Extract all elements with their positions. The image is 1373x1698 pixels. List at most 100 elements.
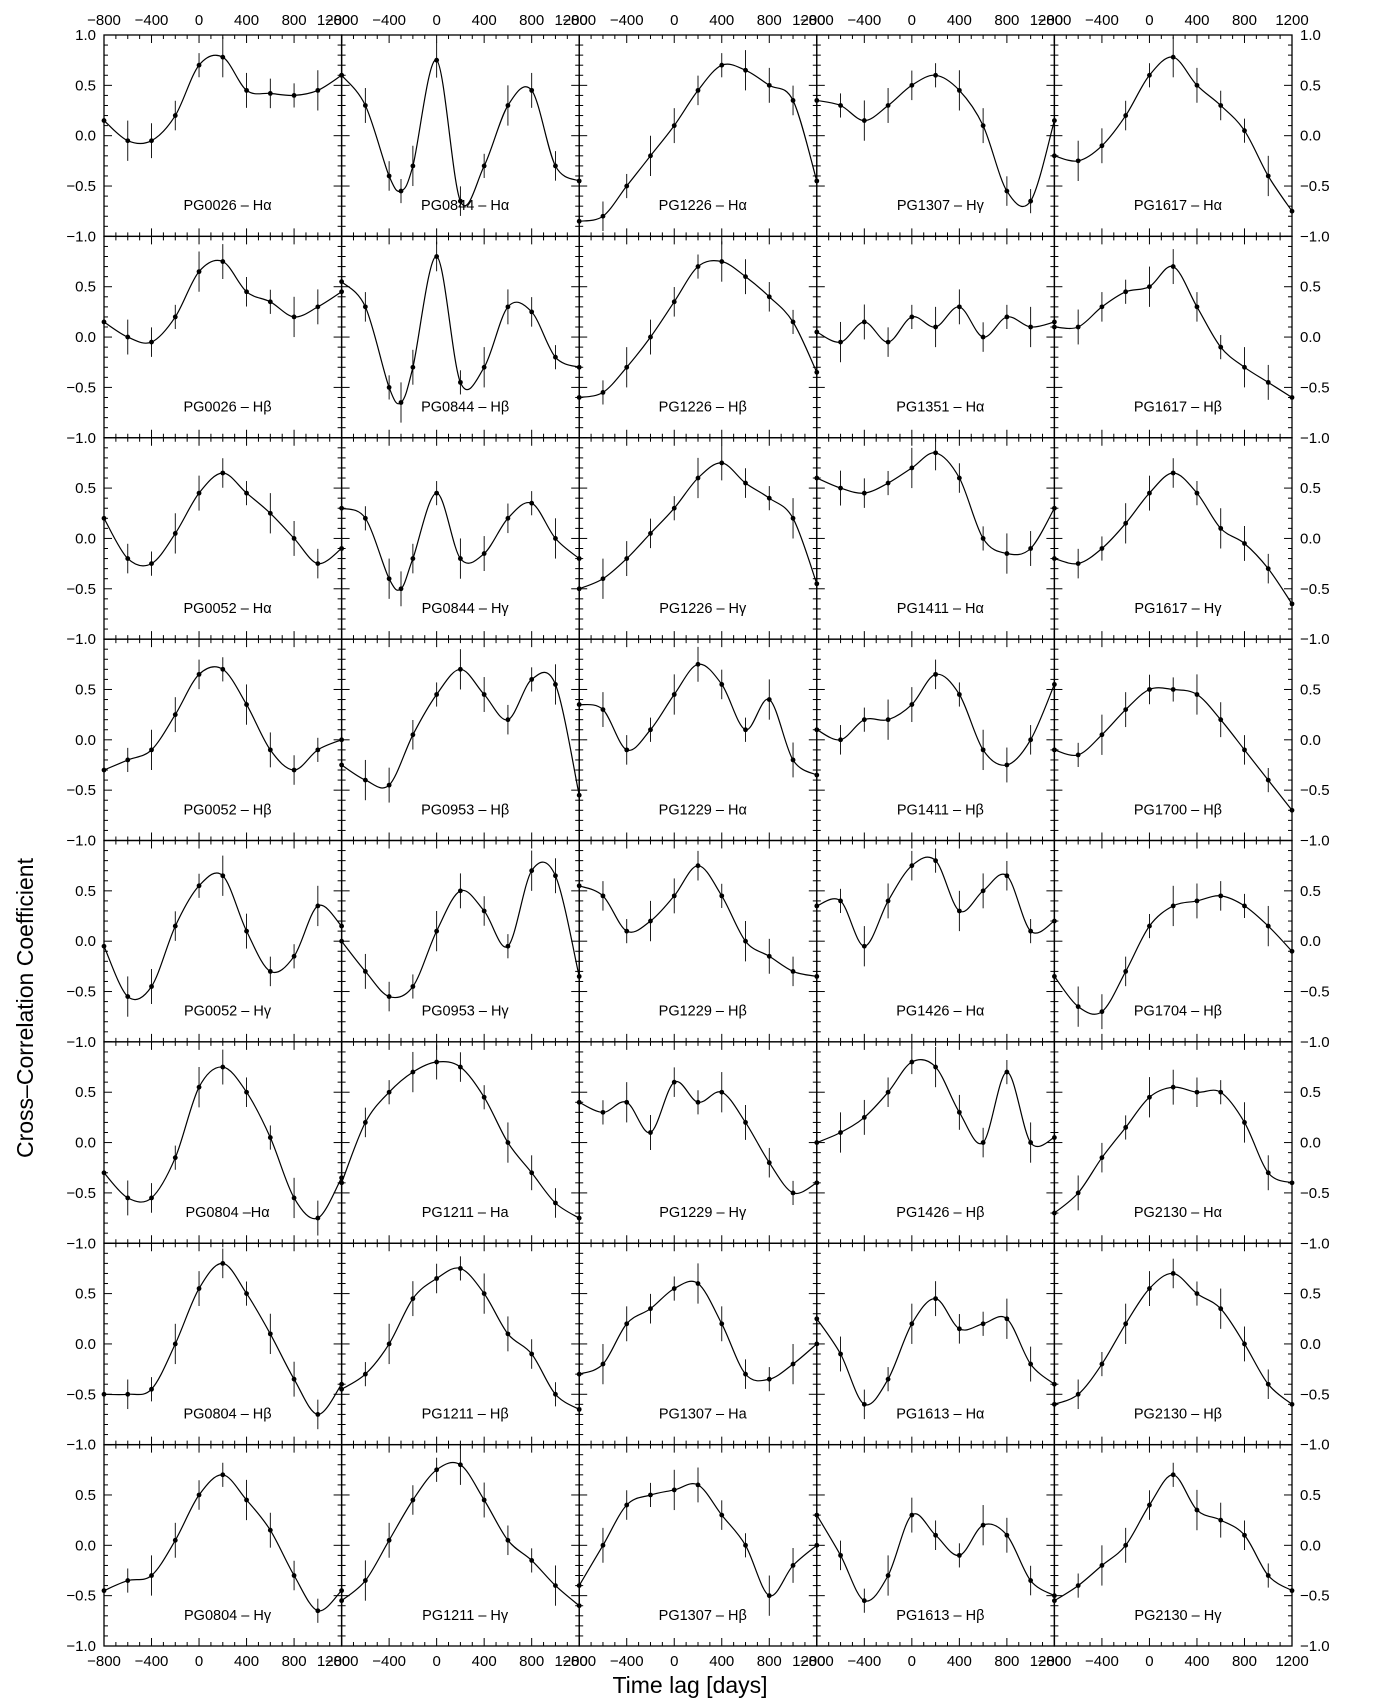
data-point xyxy=(553,1583,558,1588)
outer-axes: −800−800−400−4000040040080080012001200−8… xyxy=(66,12,1329,1670)
ccf-curve xyxy=(1054,472,1293,605)
data-point xyxy=(1265,923,1271,929)
x-tick-label: 800 xyxy=(757,1653,782,1670)
panel: PG1700 – Hβ xyxy=(1052,638,1295,842)
data-point xyxy=(695,1482,701,1488)
data-point xyxy=(362,103,368,108)
data-point xyxy=(1289,1588,1295,1594)
y-tick-label: 1.0 xyxy=(75,27,96,44)
data-point xyxy=(1028,1578,1034,1583)
data-point xyxy=(291,1573,297,1578)
data-point xyxy=(481,692,487,697)
y-tick-label: 0.5 xyxy=(1300,1487,1321,1504)
data-point xyxy=(648,918,653,924)
data-point xyxy=(315,304,321,310)
panel: PG1426 – Hα xyxy=(814,839,1057,1043)
data-point xyxy=(719,1512,725,1518)
data-point xyxy=(695,1099,701,1105)
data-point xyxy=(386,1341,392,1347)
y-tick-label: −1.0 xyxy=(1300,1437,1330,1454)
data-point xyxy=(220,1472,226,1478)
data-point xyxy=(1028,1361,1034,1367)
data-point xyxy=(576,218,582,224)
data-point xyxy=(1242,1532,1247,1538)
data-point xyxy=(529,500,535,506)
data-point xyxy=(624,183,630,189)
x-tick-label: 1200 xyxy=(555,1653,588,1670)
x-tick-label: 400 xyxy=(947,1653,972,1670)
data-point xyxy=(458,1266,463,1271)
data-point xyxy=(1075,1004,1081,1010)
panel-label: PG0804 – Hγ xyxy=(184,1608,272,1624)
data-point xyxy=(766,697,772,702)
y-tick-label: −0.5 xyxy=(66,178,96,195)
data-point xyxy=(1099,1155,1105,1161)
data-point xyxy=(1265,379,1271,385)
data-point xyxy=(790,98,796,103)
data-point xyxy=(101,118,107,123)
y-tick-label: 0.0 xyxy=(75,329,96,346)
panel-label: PG1613 – Hα xyxy=(896,1406,984,1422)
data-point xyxy=(1099,546,1105,551)
data-point xyxy=(671,692,677,697)
y-tick-label: 0.5 xyxy=(75,681,96,698)
data-point xyxy=(1242,128,1247,134)
data-point xyxy=(719,259,725,264)
ccf-curve xyxy=(103,1262,343,1415)
x-tick-label: 0 xyxy=(195,1653,203,1670)
y-tick-label: 0.5 xyxy=(1300,279,1321,296)
data-point xyxy=(172,1155,178,1161)
data-point xyxy=(481,1497,487,1503)
data-point xyxy=(1028,928,1034,934)
data-point xyxy=(101,319,107,325)
data-point xyxy=(196,1084,202,1090)
data-point xyxy=(1123,1542,1129,1548)
data-point xyxy=(956,304,962,310)
y-tick-label: 0.0 xyxy=(75,128,96,145)
y-tick-label: −0.5 xyxy=(1300,1185,1330,1202)
data-point xyxy=(1028,1140,1034,1145)
data-point xyxy=(838,103,843,108)
data-point xyxy=(1194,490,1200,496)
data-point xyxy=(671,1286,677,1291)
data-point xyxy=(600,1109,606,1115)
panel: PG0804 – Hβ xyxy=(101,1242,344,1446)
data-point xyxy=(909,82,915,88)
panel: PG0844 – Hβ xyxy=(339,235,582,439)
y-tick-label: −0.5 xyxy=(66,1185,96,1202)
data-point xyxy=(1289,807,1295,813)
data-point xyxy=(600,213,606,219)
data-point xyxy=(410,556,416,561)
data-point xyxy=(244,289,249,295)
data-point xyxy=(1147,72,1152,78)
data-point xyxy=(933,671,938,677)
ccf-curve xyxy=(103,666,342,771)
x-tick-label: 800 xyxy=(519,12,544,29)
data-point xyxy=(220,1260,226,1266)
data-point xyxy=(553,1200,558,1206)
data-point xyxy=(838,737,843,743)
data-point xyxy=(244,928,249,934)
data-point xyxy=(244,1497,249,1503)
y-tick-label: −0.5 xyxy=(66,1588,96,1605)
panel-label: PG1704 – Hβ xyxy=(1134,1004,1222,1020)
x-tick-label: 1200 xyxy=(792,12,825,29)
data-point xyxy=(434,692,440,697)
x-tick-label: 800 xyxy=(519,1653,544,1670)
data-point xyxy=(1052,1598,1057,1604)
panel-label: PG1229 – Hγ xyxy=(659,1205,747,1221)
data-point xyxy=(1099,143,1105,149)
data-point xyxy=(386,994,392,999)
data-point xyxy=(101,767,107,773)
data-point xyxy=(1004,762,1010,768)
x-tick-label: 1200 xyxy=(1030,1653,1063,1670)
data-point xyxy=(481,163,487,169)
data-point xyxy=(1218,344,1224,350)
data-point xyxy=(398,586,404,592)
y-tick-label: 0.5 xyxy=(1300,1084,1321,1101)
panel-label: PG0844 – Hα xyxy=(421,198,509,214)
x-axis-title: Time lag [days] xyxy=(612,1672,767,1698)
data-point xyxy=(1265,566,1271,572)
data-point xyxy=(481,551,487,556)
panel-label: PG1617 – Hγ xyxy=(1134,601,1222,617)
